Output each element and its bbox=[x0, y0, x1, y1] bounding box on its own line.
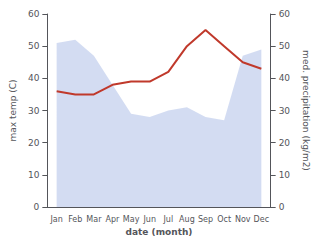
svg-text:Dec: Dec bbox=[254, 215, 269, 224]
svg-text:med. precipitation (kg/m2): med. precipitation (kg/m2) bbox=[301, 50, 311, 171]
svg-text:0: 0 bbox=[34, 202, 40, 212]
svg-text:Mar: Mar bbox=[86, 215, 102, 224]
svg-text:50: 50 bbox=[279, 41, 291, 51]
svg-text:Jul: Jul bbox=[162, 215, 173, 224]
svg-text:Feb: Feb bbox=[68, 215, 82, 224]
svg-text:50: 50 bbox=[28, 41, 40, 51]
svg-text:20: 20 bbox=[28, 138, 40, 148]
svg-text:Sep: Sep bbox=[198, 215, 213, 224]
svg-text:0: 0 bbox=[279, 202, 285, 212]
svg-text:Aug: Aug bbox=[179, 215, 195, 224]
svg-text:40: 40 bbox=[28, 73, 40, 83]
svg-text:Oct: Oct bbox=[217, 215, 231, 224]
svg-text:40: 40 bbox=[279, 73, 291, 83]
svg-text:30: 30 bbox=[279, 106, 291, 116]
svg-text:60: 60 bbox=[28, 9, 40, 19]
svg-text:30: 30 bbox=[28, 106, 40, 116]
svg-text:max temp (C): max temp (C) bbox=[8, 79, 18, 141]
svg-text:Jun: Jun bbox=[142, 215, 156, 224]
svg-text:Jan: Jan bbox=[49, 215, 62, 224]
svg-text:10: 10 bbox=[279, 170, 291, 180]
svg-text:10: 10 bbox=[28, 170, 40, 180]
svg-text:May: May bbox=[123, 215, 140, 224]
svg-text:Apr: Apr bbox=[106, 215, 121, 224]
svg-text:60: 60 bbox=[279, 9, 291, 19]
svg-text:20: 20 bbox=[279, 138, 291, 148]
svg-text:date (month): date (month) bbox=[126, 227, 193, 237]
svg-text:Nov: Nov bbox=[235, 215, 251, 224]
